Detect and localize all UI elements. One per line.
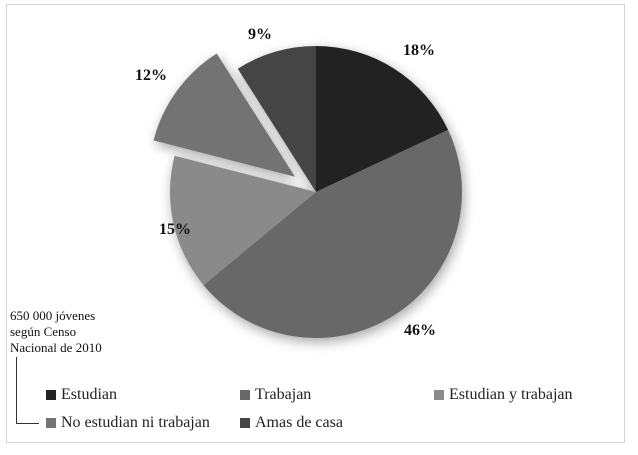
source-note: 650 000 jóvenes según Censo Nacional de … bbox=[10, 308, 102, 356]
source-note-line: Nacional de 2010 bbox=[10, 340, 102, 355]
legend-item-trabajan: Trabajan bbox=[240, 386, 311, 404]
legend-swatch-icon bbox=[434, 390, 444, 400]
pie-slice-estudian-y-trabajan bbox=[170, 155, 316, 286]
legend-item-amas-de-casa: Amas de casa bbox=[240, 414, 343, 432]
source-note-line: según Censo bbox=[10, 324, 77, 339]
legend-label: Estudian y trabajan bbox=[449, 386, 573, 403]
pct-label-estudian-y-trabajan: 15% bbox=[159, 221, 191, 238]
source-note-line: 650 000 jóvenes bbox=[10, 308, 96, 323]
legend-item-estudian-y-trabajan: Estudian y trabajan bbox=[434, 386, 573, 404]
pct-label-estudian: 18% bbox=[403, 42, 435, 59]
pie-slice-no-estudian-ni-trabajan bbox=[153, 53, 295, 177]
legend-label: Trabajan bbox=[255, 386, 312, 403]
legend-label: No estudian ni trabajan bbox=[61, 414, 210, 431]
pie-slice-estudian bbox=[316, 46, 449, 192]
pct-label-amas-de-casa: 9% bbox=[248, 26, 272, 43]
pie-slice-trabajan bbox=[203, 129, 462, 338]
legend-swatch-icon bbox=[46, 390, 56, 400]
pct-label-trabajan: 46% bbox=[404, 322, 436, 339]
legend-swatch-icon bbox=[240, 390, 250, 400]
legend-label: Estudian bbox=[61, 386, 117, 403]
note-bracket bbox=[16, 357, 39, 424]
legend-swatch-icon bbox=[46, 418, 56, 428]
legend-item-estudian: Estudian bbox=[46, 386, 117, 404]
legend-item-no-estudian-ni-trabajan: No estudian ni trabajan bbox=[46, 414, 210, 432]
pct-label-no-estudian-ni-trabajan: 12% bbox=[135, 67, 167, 84]
legend-label: Amas de casa bbox=[255, 414, 343, 431]
legend-swatch-icon bbox=[240, 418, 250, 428]
pie-slice-amas-de-casa bbox=[237, 46, 316, 192]
